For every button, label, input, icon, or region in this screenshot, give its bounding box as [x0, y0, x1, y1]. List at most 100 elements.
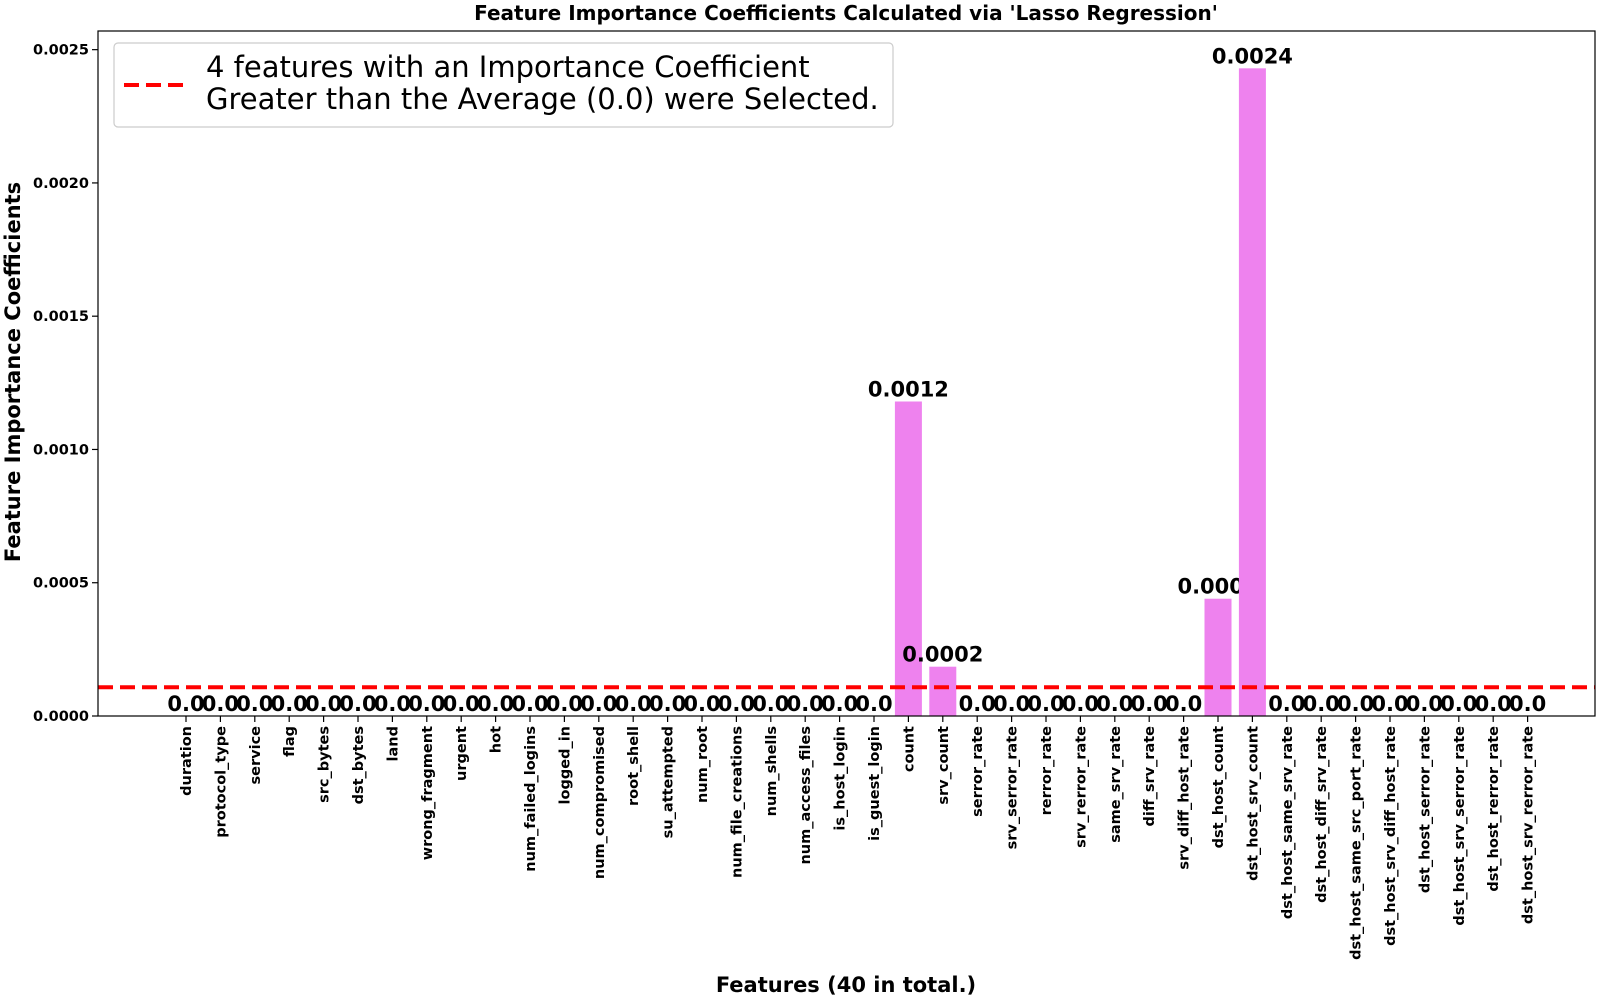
x-tick-label: num_access_files	[798, 726, 814, 865]
x-tick-label: num_failed_logins	[523, 726, 539, 872]
data-label-num-compromised: 0.0	[580, 692, 617, 716]
data-label-num-failed-logins: 0.0	[511, 692, 548, 716]
data-label-dst-host-diff-srv-rate: 0.0	[1303, 692, 1340, 716]
chart-title: Feature Importance Coefficients Calculat…	[474, 1, 1218, 25]
x-tick-label: same_srv_rate	[1108, 726, 1124, 843]
data-label-count: 0.0012	[868, 377, 949, 401]
x-tick-label: flag	[282, 726, 298, 757]
x-tick-label: count	[901, 726, 917, 772]
data-label-srv-rerror-rate: 0.0	[1062, 692, 1099, 716]
data-label-num-access-files: 0.0	[787, 692, 824, 716]
y-tick-label: 0.0020	[33, 176, 89, 192]
x-tick-label: num_root	[695, 726, 711, 803]
y-tick-label: 0.0000	[33, 709, 89, 725]
data-label-flag: 0.0	[271, 692, 308, 716]
data-label-logged-in: 0.0	[546, 692, 583, 716]
data-label-hot: 0.0	[477, 692, 514, 716]
x-tick-label: duration	[179, 726, 195, 796]
x-tick-label: service	[248, 726, 264, 785]
x-tick-label: diff_srv_rate	[1142, 726, 1158, 827]
x-tick-label: land	[385, 726, 401, 761]
data-label-srv-serror-rate: 0.0	[993, 692, 1030, 716]
plot-area: 0.00.00.00.00.00.00.00.00.00.00.00.00.00…	[98, 44, 1595, 716]
x-tick-label: dst_host_srv_rerror_rate	[1521, 726, 1537, 924]
x-tick-label: serror_rate	[970, 726, 986, 817]
x-tick-label: dst_host_same_src_port_rate	[1349, 726, 1365, 960]
data-label-root-shell: 0.0	[615, 692, 652, 716]
data-label-src-bytes: 0.0	[305, 692, 342, 716]
x-tick-label: srv_count	[936, 726, 952, 805]
x-tick-label: rerror_rate	[1039, 726, 1055, 816]
x-tick-label: root_shell	[626, 726, 642, 806]
y-tick-label: 0.0010	[33, 442, 89, 458]
data-label-srv-count: 0.0002	[902, 643, 983, 667]
data-label-dst-host-srv-serror-rate: 0.0	[1440, 692, 1477, 716]
x-tick-label: dst_bytes	[351, 726, 367, 804]
data-label-urgent: 0.0	[443, 692, 480, 716]
x-tick-label: dst_host_srv_serror_rate	[1452, 726, 1468, 926]
x-tick-label: src_bytes	[317, 726, 333, 803]
x-tick-label: srv_diff_host_rate	[1177, 726, 1193, 870]
x-tick-label: dst_host_srv_count	[1245, 726, 1261, 881]
x-tick-label: hot	[489, 726, 505, 753]
data-label-dst-bytes: 0.0	[339, 692, 376, 716]
legend: 4 features with an Importance Coefficien…	[113, 42, 894, 128]
x-tick-label: is_host_login	[833, 726, 849, 831]
x-tick-label: urgent	[454, 726, 470, 781]
x-tick-label: protocol_type	[213, 726, 229, 838]
bar-srv-count	[929, 666, 957, 716]
data-label-srv-diff-host-rate: 0.0	[1165, 692, 1202, 716]
y-tick-label: 0.0015	[33, 309, 89, 325]
x-tick-label: dst_host_diff_srv_rate	[1314, 726, 1330, 903]
y-tick-label: 0.0025	[33, 43, 89, 59]
data-label-num-root: 0.0	[683, 692, 720, 716]
x-tick-label: wrong_fragment	[420, 726, 436, 860]
data-label-num-shells: 0.0	[752, 692, 789, 716]
x-tick-label: num_shells	[764, 726, 780, 816]
data-label-duration: 0.0	[167, 692, 204, 716]
legend-box	[113, 42, 894, 128]
x-tick-label: su_attempted	[661, 726, 677, 838]
x-tick-label: dst_host_same_srv_rate	[1280, 726, 1296, 919]
data-label-service: 0.0	[236, 692, 273, 716]
data-label-dst-host-rerror-rate: 0.0	[1475, 692, 1512, 716]
x-tick-label: srv_rerror_rate	[1073, 726, 1089, 848]
x-tick-label: logged_in	[557, 726, 573, 804]
y-tick-label: 0.0005	[33, 576, 89, 592]
x-tick-label: dst_host_serror_rate	[1417, 726, 1433, 893]
x-tick-label: num_file_creations	[729, 726, 745, 878]
data-label-is-host-login: 0.0	[821, 692, 858, 716]
data-label-dst-host-srv-rerror-rate: 0.0	[1509, 692, 1546, 716]
data-label-dst-host-serror-rate: 0.0	[1406, 692, 1443, 716]
data-label-su-attempted: 0.0	[649, 692, 686, 716]
data-label-num-file-creations: 0.0	[718, 692, 755, 716]
data-label-wrong-fragment: 0.0	[408, 692, 445, 716]
legend-label-line-2: Greater than the Average (0.0) were Sele…	[206, 82, 879, 116]
axes-frame	[97, 30, 1596, 717]
data-label-diff-srv-rate: 0.0	[1131, 692, 1168, 716]
x-tick-label: num_compromised	[592, 726, 608, 879]
data-label-dst-host-same-src-port-rate: 0.0	[1337, 692, 1374, 716]
data-label-dst-host-srv-count: 0.0024	[1212, 44, 1293, 68]
data-label-land: 0.0	[374, 692, 411, 716]
data-label-rerror-rate: 0.0	[1027, 692, 1064, 716]
x-axis: duration protocol_type service flag src_byte…	[179, 716, 1537, 960]
y-axis: 0.0000 0.0005 0.0010 0.0015 0.0020 0.0025	[33, 43, 98, 725]
x-tick-label: is_guest_login	[867, 726, 883, 841]
x-tick-label: dst_host_rerror_rate	[1486, 726, 1502, 892]
x-tick-label: dst_host_count	[1211, 726, 1227, 848]
x-tick-label: srv_serror_rate	[1005, 726, 1021, 849]
bar-dst-host-srv-count	[1238, 68, 1266, 716]
x-axis-label: Features (40 in total.)	[716, 973, 976, 997]
data-label-serror-rate: 0.0	[959, 692, 996, 716]
bar-dst-host-count	[1204, 598, 1232, 716]
data-label-dst-host-srv-diff-host-rate: 0.0	[1371, 692, 1408, 716]
x-tick-label: dst_host_srv_diff_host_rate	[1383, 726, 1399, 946]
data-label-dst-host-same-srv-rate: 0.0	[1268, 692, 1305, 716]
legend-label-line-1: 4 features with an Importance Coefficien…	[206, 50, 810, 84]
data-label-protocol-type: 0.0	[202, 692, 239, 716]
y-axis-label: Feature Importance Coefficients	[1, 182, 25, 562]
data-label-is-guest-login: 0.0	[855, 692, 892, 716]
data-label-same-srv-rate: 0.0	[1096, 692, 1133, 716]
